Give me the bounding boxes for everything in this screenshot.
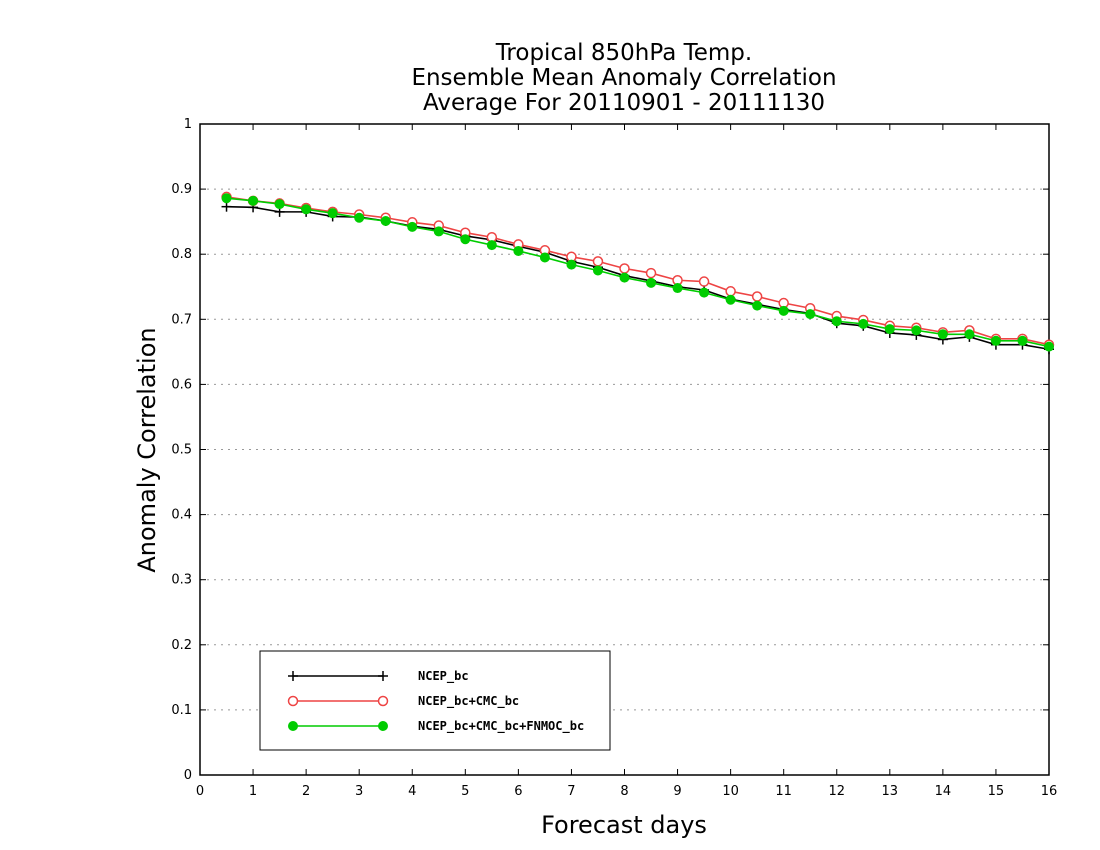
- data-point: [752, 300, 763, 311]
- data-point: [566, 259, 577, 270]
- data-point: [1044, 341, 1054, 352]
- data-point: [646, 277, 657, 288]
- data-point: [1017, 335, 1028, 346]
- y-tick-label: 0.9: [171, 182, 192, 197]
- data-point: [831, 316, 842, 327]
- x-tick-label: 11: [775, 784, 792, 799]
- data-point: [725, 294, 736, 305]
- data-point: [884, 324, 895, 335]
- data-point: [221, 201, 232, 212]
- legend-label: NCEP_bc: [418, 669, 469, 684]
- data-point: [937, 329, 948, 340]
- legend-marker: [288, 671, 298, 681]
- x-tick-label: 15: [988, 784, 1005, 799]
- data-point: [725, 286, 736, 297]
- legend-marker: [377, 695, 389, 707]
- data-point: [221, 193, 232, 204]
- x-tick-label: 14: [935, 784, 952, 799]
- series-line: [226, 196, 1050, 346]
- data-point: [619, 272, 630, 283]
- data-point: [354, 212, 365, 223]
- legend-marker: [288, 721, 298, 731]
- y-tick-label: 0.6: [171, 377, 192, 392]
- data-point: [698, 276, 710, 287]
- y-axis-title: Anomaly Correlation: [133, 327, 161, 572]
- y-tick-label: 0.1: [171, 703, 192, 718]
- data-point: [486, 240, 497, 251]
- data-point: [672, 283, 683, 294]
- x-tick-label: 16: [1041, 784, 1058, 799]
- y-tick-label: 0.7: [171, 312, 192, 327]
- data-point: [592, 256, 604, 267]
- y-tick-label: 0.4: [171, 508, 192, 523]
- data-point: [964, 329, 975, 340]
- y-tick-label: 0.8: [171, 247, 192, 262]
- data-point: [433, 226, 444, 237]
- series-line: [226, 205, 1050, 351]
- x-tick-label: 13: [882, 784, 899, 799]
- title-line-3: Average For 20110901 - 20111130: [423, 90, 825, 116]
- y-tick-label: 0.3: [171, 573, 192, 588]
- data-point: [911, 325, 922, 336]
- legend-marker: [378, 721, 388, 731]
- data-point: [327, 208, 338, 219]
- legend-entry: NCEP_bc+CMC_bc: [287, 694, 519, 709]
- y-tick-label: 0.5: [171, 443, 192, 458]
- x-tick-label: 2: [302, 784, 310, 799]
- axis-ticks: 00.10.20.30.40.50.60.70.80.910 1 2 3 4 5 6 7 8 9 1…: [171, 117, 1057, 799]
- x-tick-label: 12: [828, 784, 845, 799]
- data-point: [460, 234, 471, 245]
- x-axis-title: Forecast days: [541, 811, 707, 839]
- x-tick-label: 1: [249, 784, 257, 799]
- title-line-2: Ensemble Mean Anomaly Correlation: [411, 65, 836, 91]
- x-tick-label: 7: [567, 784, 575, 799]
- x-tick-label: 8: [620, 784, 628, 799]
- legend-entry: NCEP_bc: [288, 669, 469, 684]
- data-point: [805, 309, 816, 320]
- data-point: [699, 287, 710, 298]
- x-tick-label: 4: [408, 784, 416, 799]
- data-point: [645, 267, 657, 279]
- data-point: [407, 221, 418, 232]
- y-tick-label: 1: [184, 117, 192, 132]
- x-tick-label: 6: [514, 784, 522, 799]
- chart-title: Tropical 850hPa Temp. Ensemble Mean Anom…: [411, 40, 836, 116]
- legend-marker: [287, 695, 299, 707]
- x-tick-label: 9: [673, 784, 681, 799]
- x-tick-label: 10: [722, 784, 739, 799]
- legend-label: NCEP_bc+CMC_bc+FNMOC_bc: [418, 719, 584, 734]
- data-point: [513, 245, 524, 256]
- data-point: [592, 265, 603, 276]
- data-point: [619, 263, 630, 274]
- x-tick-label: 5: [461, 784, 469, 799]
- data-point: [778, 305, 789, 316]
- legend-marker: [378, 671, 388, 681]
- data-point: [301, 204, 312, 215]
- legend-entries: NCEP_bc NCEP_bc+CMC_bc NCEP_bc+CMC_bc+FNMO…: [287, 669, 584, 734]
- grid-lines: [200, 188, 1049, 711]
- y-tick-label: 0.2: [171, 638, 192, 653]
- series-3: [221, 193, 1054, 352]
- legend: NCEP_bc NCEP_bc+CMC_bc NCEP_bc+CMC_bc+FNMO…: [259, 650, 611, 751]
- legend-label: NCEP_bc+CMC_bc: [418, 694, 519, 709]
- data-point: [380, 215, 391, 226]
- x-tick-label: 3: [355, 784, 363, 799]
- data-point: [858, 318, 869, 329]
- series-group: [221, 191, 1055, 355]
- data-point: [539, 252, 550, 263]
- data-point: [248, 195, 259, 206]
- y-tick-label: 0: [184, 768, 192, 783]
- data-point: [274, 199, 285, 210]
- data-point: [990, 335, 1001, 346]
- title-line-1: Tropical 850hPa Temp.: [495, 40, 752, 66]
- x-tick-label: 0: [196, 784, 204, 799]
- series-line: [226, 197, 1050, 348]
- legend-entry: NCEP_bc+CMC_bc+FNMOC_bc: [288, 719, 584, 734]
- series-1: [221, 201, 1054, 355]
- data-point: [751, 291, 763, 302]
